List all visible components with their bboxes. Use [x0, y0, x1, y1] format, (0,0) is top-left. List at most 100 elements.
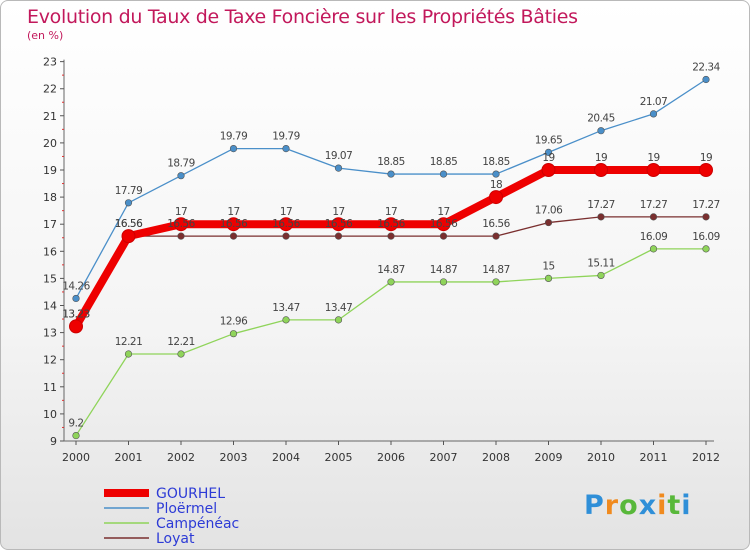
data-point — [492, 278, 500, 286]
data-label: 16.56 — [377, 218, 405, 230]
logo-letter: o — [619, 490, 639, 521]
y-tick-label: 20 — [43, 137, 57, 150]
data-point — [334, 164, 343, 172]
y-tick-label: 17 — [43, 218, 57, 231]
data-label: 19.79 — [272, 131, 300, 143]
data-point — [69, 319, 83, 334]
x-tick-label: 2012 — [692, 451, 720, 464]
data-label: 9.2 — [68, 418, 83, 430]
data-label: 17.79 — [115, 185, 143, 197]
data-label: 16.09 — [640, 231, 668, 243]
data-label: 22.34 — [692, 61, 720, 73]
x-tick-label: 2000 — [62, 451, 90, 464]
data-label: 17.27 — [587, 199, 615, 211]
data-point — [646, 163, 661, 177]
data-point — [702, 245, 710, 253]
data-point — [492, 232, 500, 240]
data-label: 15.11 — [587, 257, 615, 269]
legend-label: Campénéac — [156, 516, 239, 532]
data-point — [541, 163, 556, 177]
data-label: 17 — [280, 206, 292, 218]
data-label: 16.56 — [167, 218, 195, 230]
data-point — [699, 163, 713, 177]
data-label: 17 — [385, 206, 397, 218]
y-tick-label: 21 — [43, 110, 57, 123]
data-point — [544, 148, 553, 156]
data-point — [387, 232, 395, 240]
data-point — [226, 217, 241, 232]
data-point — [489, 190, 503, 205]
data-point — [334, 232, 343, 240]
proxiti-logo: Proxiti — [584, 490, 692, 521]
data-point — [282, 144, 290, 153]
legend-label: Loyat — [156, 531, 195, 547]
data-label: 14.87 — [377, 264, 405, 276]
y-tick-label: 11 — [43, 381, 57, 394]
legend-label: GOURHEL — [156, 486, 225, 502]
data-label: 12.21 — [115, 336, 143, 348]
data-label: 17.06 — [535, 205, 563, 217]
data-label: 17.27 — [692, 199, 720, 211]
x-tick-label: 2002 — [167, 451, 195, 464]
logo-letter: r — [604, 490, 620, 521]
data-label: 17.27 — [640, 199, 668, 211]
data-point — [594, 163, 608, 177]
data-point — [229, 232, 238, 240]
data-point — [282, 232, 290, 240]
logo-letter: i — [681, 490, 692, 521]
data-label: 12.21 — [167, 336, 195, 348]
y-tick-label: 13 — [43, 327, 57, 340]
data-point — [492, 170, 500, 178]
logo-letter: x — [638, 490, 658, 521]
data-point — [174, 217, 188, 232]
data-label: 12.96 — [220, 316, 248, 328]
data-point — [331, 217, 346, 232]
data-label: 16.56 — [272, 218, 300, 230]
x-tick-label: 2010 — [587, 451, 615, 464]
data-point — [72, 431, 80, 440]
data-point — [544, 218, 553, 227]
data-label: 19 — [700, 152, 712, 164]
x-tick-label: 2001 — [115, 451, 143, 464]
data-point — [384, 217, 398, 232]
x-tick-label: 2005 — [325, 451, 353, 464]
data-point — [279, 217, 293, 232]
data-point — [387, 170, 395, 178]
y-tick-label: 22 — [43, 83, 57, 96]
data-label: 16.56 — [115, 218, 143, 230]
data-label: 14.87 — [482, 264, 510, 276]
data-point — [649, 110, 658, 118]
data-point — [72, 294, 80, 303]
logo-letter: P — [584, 490, 605, 521]
data-label: 18 — [490, 179, 502, 191]
logo-letter: t — [667, 490, 682, 521]
data-label: 16.56 — [220, 218, 248, 230]
data-label: 18.79 — [167, 158, 195, 170]
data-label: 15 — [542, 260, 554, 272]
data-label: 19 — [542, 152, 554, 164]
y-tick-label: 19 — [43, 164, 57, 177]
chart-subtitle: (en %) — [27, 29, 64, 42]
data-label: 16.56 — [115, 218, 143, 230]
x-tick-label: 2004 — [272, 451, 300, 464]
data-label: 18.85 — [377, 156, 405, 168]
x-tick-label: 2008 — [482, 451, 510, 464]
data-point — [229, 144, 238, 153]
data-label: 19.07 — [325, 150, 353, 162]
data-label: 19 — [647, 152, 659, 164]
data-label: 17 — [175, 206, 187, 218]
data-label: 16.09 — [692, 231, 720, 243]
data-point — [702, 75, 710, 84]
data-point — [597, 213, 605, 221]
data-label: 16.56 — [325, 218, 353, 230]
y-tick-label: 9 — [50, 435, 57, 448]
x-tick-label: 2006 — [377, 451, 405, 464]
data-label: 16.56 — [482, 218, 510, 230]
data-point — [121, 229, 136, 244]
data-point — [702, 213, 710, 221]
data-point — [124, 350, 133, 358]
x-tick-label: 2009 — [535, 451, 563, 464]
data-label: 13.23 — [62, 308, 90, 320]
data-point — [439, 278, 448, 286]
